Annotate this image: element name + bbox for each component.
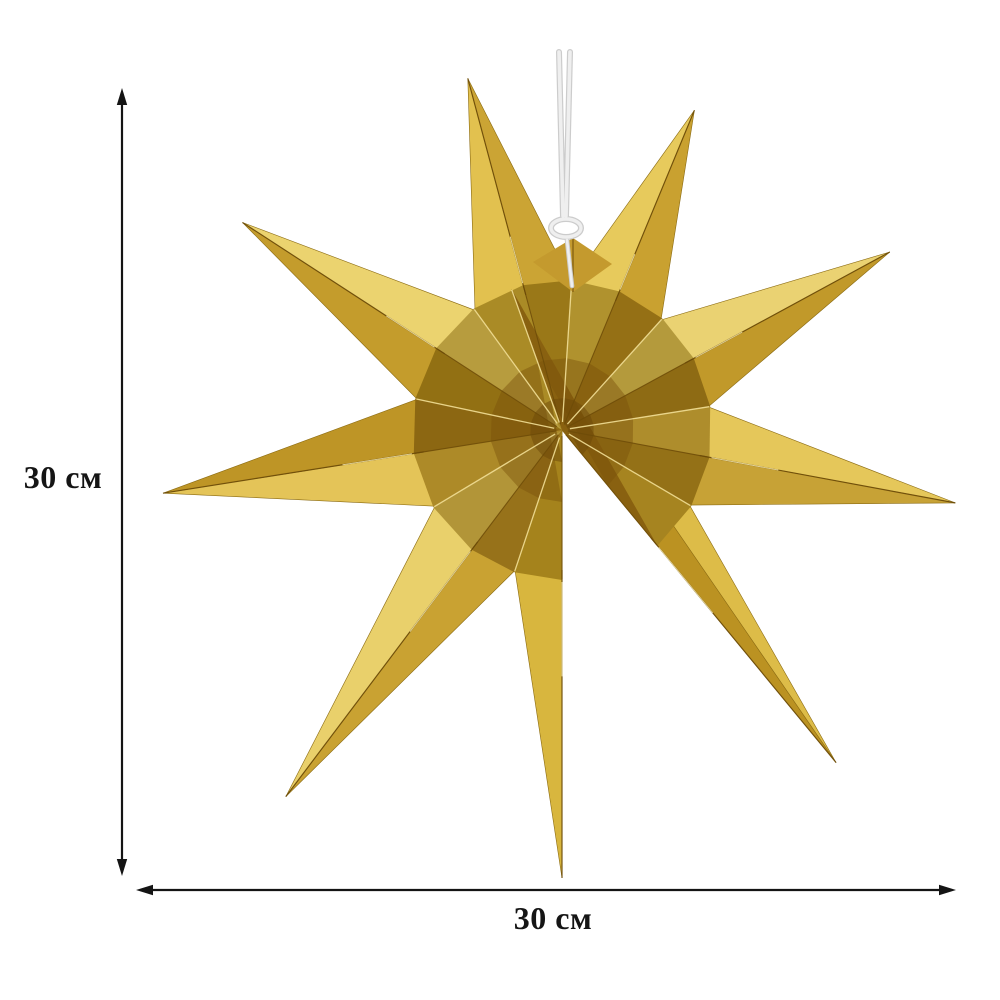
hanging-string bbox=[548, 49, 584, 289]
width-dimension-arrow bbox=[136, 884, 956, 896]
height-dimension-arrow bbox=[116, 88, 128, 876]
width-dimension-label: 30 см bbox=[513, 900, 593, 936]
gold-star-ornament bbox=[162, 78, 956, 879]
height-dimension-label: 30 см bbox=[23, 459, 103, 495]
